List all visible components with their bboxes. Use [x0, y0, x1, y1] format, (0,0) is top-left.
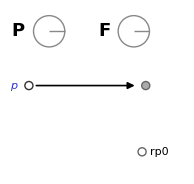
Text: F: F [98, 22, 111, 40]
Text: p: p [10, 81, 17, 91]
Text: P: P [11, 22, 24, 40]
Circle shape [142, 82, 150, 90]
Text: rp0: rp0 [150, 147, 169, 157]
